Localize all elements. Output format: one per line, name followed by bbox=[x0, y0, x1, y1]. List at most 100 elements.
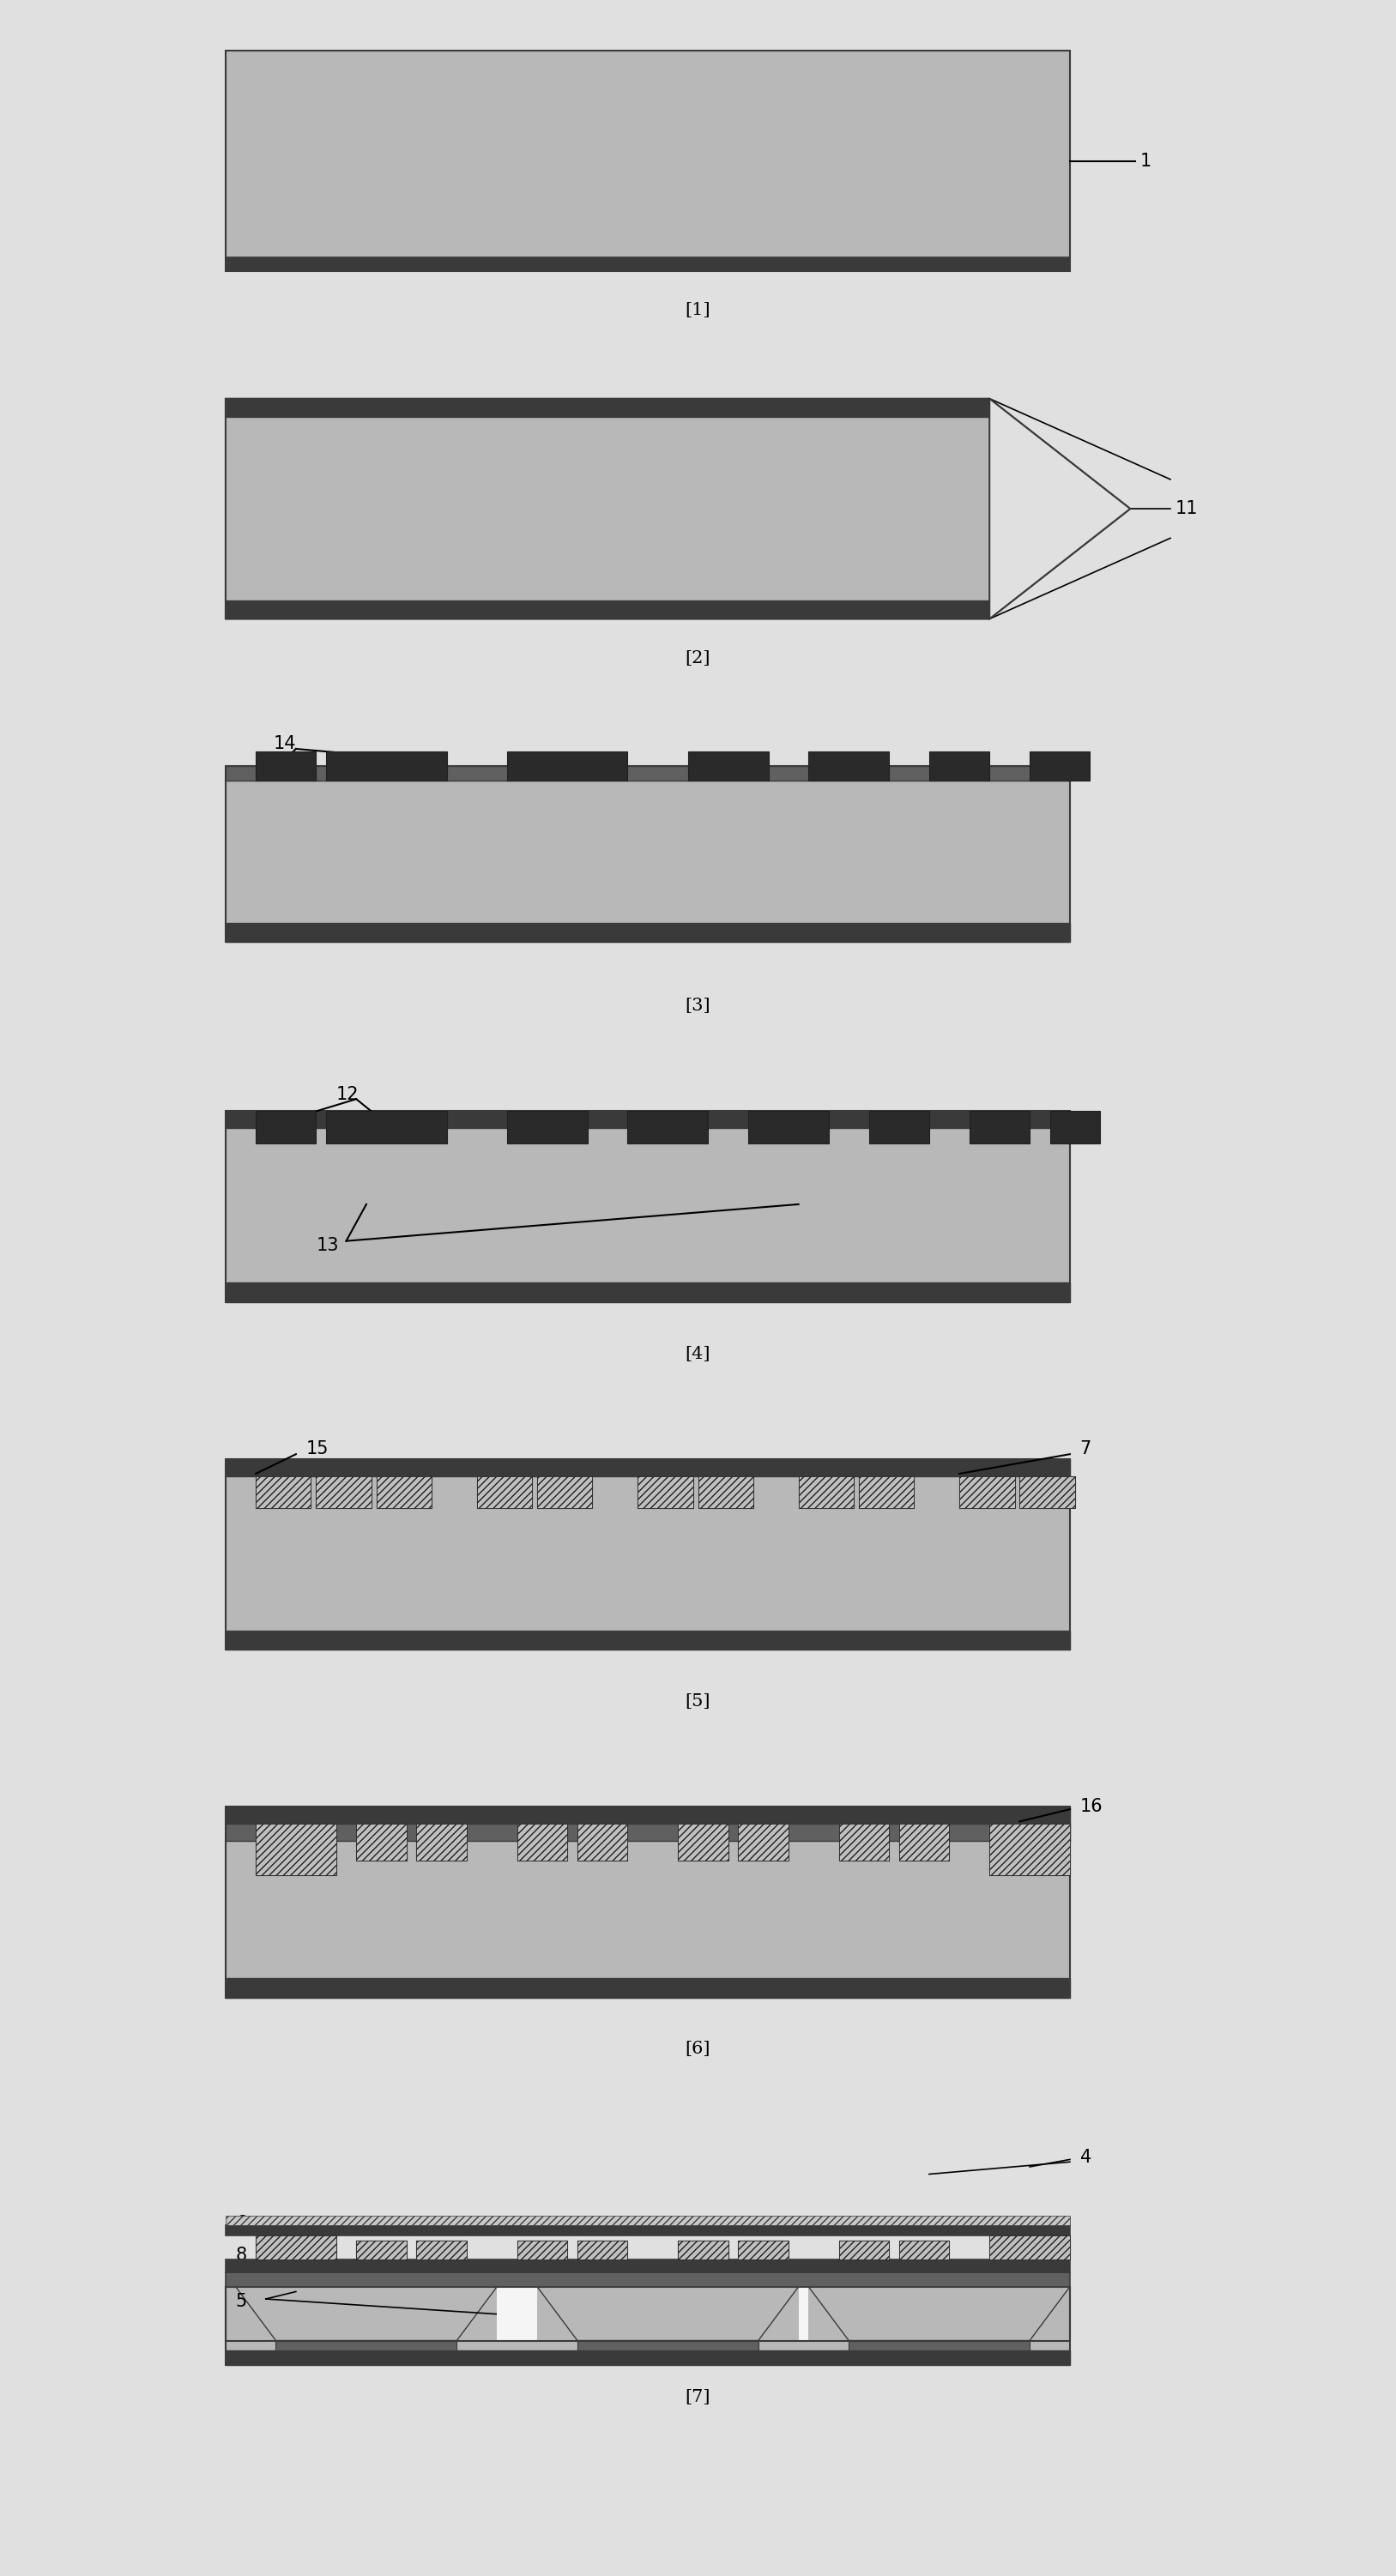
Bar bbox=[738, 1824, 789, 1860]
Bar bbox=[226, 2349, 1069, 2365]
Bar bbox=[416, 2241, 466, 2259]
Bar bbox=[226, 1283, 1069, 1303]
Text: [2]: [2] bbox=[685, 649, 711, 667]
Bar bbox=[959, 1476, 1015, 1507]
Bar bbox=[678, 1824, 729, 1860]
Bar bbox=[1019, 1476, 1075, 1507]
Bar bbox=[226, 600, 990, 618]
Bar bbox=[226, 1458, 1069, 1651]
Bar bbox=[799, 1476, 854, 1507]
Bar bbox=[416, 2241, 466, 2259]
Text: [7]: [7] bbox=[685, 2388, 711, 2406]
Bar bbox=[990, 2236, 1069, 2259]
Bar bbox=[808, 752, 889, 781]
Bar bbox=[315, 1476, 371, 1507]
Text: 13: 13 bbox=[315, 1236, 339, 1255]
Text: [5]: [5] bbox=[685, 1692, 711, 1710]
Bar bbox=[678, 1824, 729, 1860]
Bar bbox=[930, 752, 990, 781]
Bar bbox=[226, 52, 1069, 270]
Text: 5: 5 bbox=[236, 2293, 247, 2311]
Bar bbox=[517, 1824, 567, 1860]
Bar bbox=[416, 1824, 466, 1860]
Text: 8: 8 bbox=[236, 2246, 247, 2264]
Text: [3]: [3] bbox=[685, 997, 711, 1015]
Bar bbox=[578, 1824, 628, 1860]
Bar bbox=[255, 2236, 336, 2259]
Bar bbox=[638, 1476, 692, 1507]
Bar bbox=[899, 2241, 949, 2259]
Bar bbox=[226, 2287, 1069, 2365]
Bar bbox=[255, 1476, 311, 1507]
Bar bbox=[868, 1110, 930, 1144]
Bar bbox=[678, 2241, 729, 2259]
Bar bbox=[255, 1824, 336, 1875]
Bar bbox=[959, 1476, 1015, 1507]
Text: [1]: [1] bbox=[685, 301, 711, 319]
Bar bbox=[738, 2241, 789, 2259]
Bar bbox=[859, 1476, 914, 1507]
Text: 1: 1 bbox=[1141, 152, 1152, 170]
Text: 7: 7 bbox=[1081, 1440, 1092, 1458]
Bar bbox=[226, 1806, 1069, 1999]
Bar bbox=[990, 1824, 1069, 1875]
Bar bbox=[327, 752, 447, 781]
Bar bbox=[839, 2241, 889, 2259]
Polygon shape bbox=[537, 2287, 799, 2342]
Bar bbox=[276, 2342, 456, 2349]
Text: 11: 11 bbox=[1175, 500, 1198, 518]
Bar bbox=[839, 1824, 889, 1860]
Bar bbox=[899, 2241, 949, 2259]
Text: 14: 14 bbox=[274, 734, 296, 752]
Bar bbox=[517, 2241, 567, 2259]
Bar bbox=[849, 2342, 1030, 2349]
Bar bbox=[327, 1110, 447, 1144]
Bar bbox=[578, 2342, 758, 2349]
Bar bbox=[226, 2272, 1069, 2287]
Bar bbox=[839, 1824, 889, 1860]
Bar bbox=[517, 2241, 567, 2259]
Bar bbox=[255, 2236, 336, 2259]
Bar bbox=[226, 922, 1069, 943]
Bar bbox=[226, 2226, 1069, 2236]
Bar bbox=[1050, 1110, 1100, 1144]
Bar bbox=[226, 399, 990, 417]
Bar bbox=[255, 752, 315, 781]
Bar bbox=[226, 1110, 1069, 1303]
Bar bbox=[226, 2287, 1069, 2342]
Bar bbox=[1030, 752, 1090, 781]
Bar bbox=[537, 1476, 592, 1507]
Bar bbox=[226, 1806, 1069, 1824]
Text: 15: 15 bbox=[306, 1440, 328, 1458]
Bar bbox=[226, 2259, 1069, 2272]
Polygon shape bbox=[226, 399, 1131, 618]
Bar bbox=[477, 1476, 532, 1507]
Bar bbox=[255, 1110, 315, 1144]
Bar bbox=[1019, 1476, 1075, 1507]
Bar bbox=[678, 2241, 729, 2259]
Bar bbox=[990, 1824, 1069, 1875]
Bar bbox=[497, 2287, 537, 2342]
Bar bbox=[356, 2241, 406, 2259]
Bar bbox=[226, 1458, 1069, 1476]
Bar bbox=[477, 1476, 532, 1507]
Polygon shape bbox=[808, 2287, 1069, 2342]
Bar bbox=[537, 1476, 592, 1507]
Bar bbox=[377, 1476, 431, 1507]
Bar bbox=[899, 1824, 949, 1860]
Bar bbox=[799, 1476, 854, 1507]
Bar bbox=[226, 2215, 1069, 2226]
Bar bbox=[255, 1824, 336, 1875]
Bar bbox=[748, 1110, 829, 1144]
Bar bbox=[578, 2241, 628, 2259]
Bar bbox=[698, 1476, 754, 1507]
Bar bbox=[226, 1978, 1069, 1999]
Bar bbox=[839, 2241, 889, 2259]
Bar bbox=[578, 2241, 628, 2259]
Bar bbox=[226, 1824, 1069, 1842]
Bar bbox=[859, 1476, 914, 1507]
Bar bbox=[507, 752, 628, 781]
Bar bbox=[356, 2241, 406, 2259]
Bar bbox=[315, 1476, 371, 1507]
Bar bbox=[899, 1824, 949, 1860]
